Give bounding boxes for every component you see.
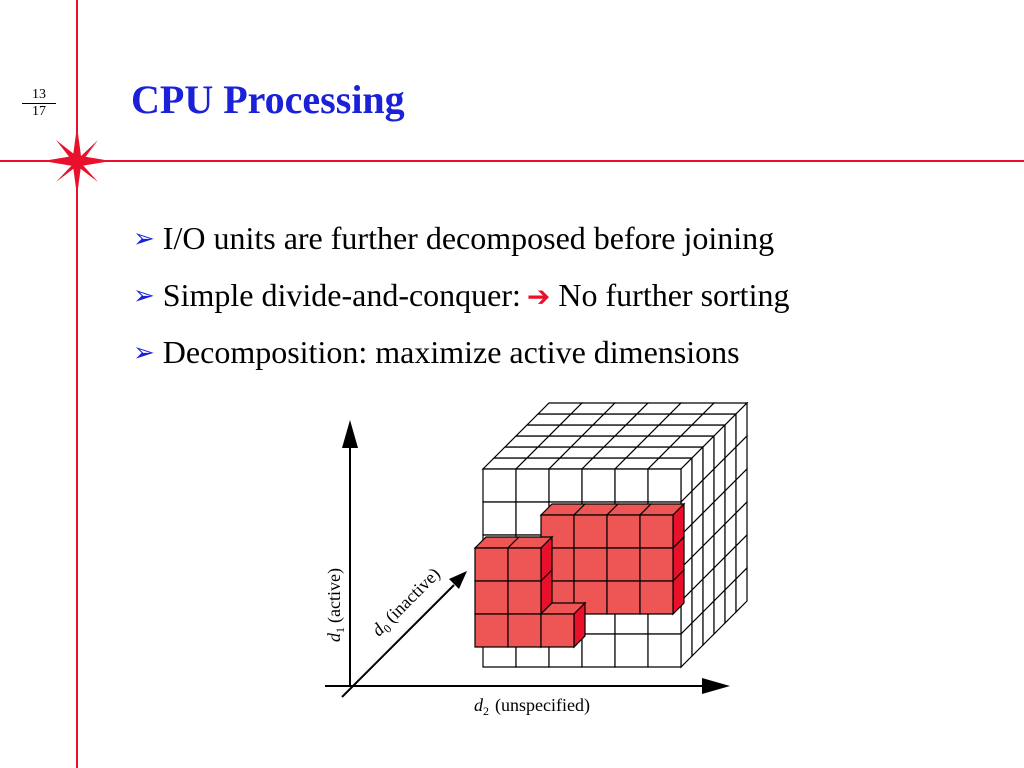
svg-text:d0(inactive): d0(inactive) xyxy=(368,564,446,642)
arrow-bullet-icon: ➢ xyxy=(133,281,155,311)
active-block-region xyxy=(473,502,686,649)
bullet-item: ➢ I/O units are further decomposed before… xyxy=(133,214,789,271)
bullet-text: Simple divide-and-conquer: xyxy=(162,277,521,313)
active-cell xyxy=(474,613,509,648)
grid-cell xyxy=(482,501,517,536)
d0-label: d0(inactive) xyxy=(368,564,446,642)
d1-arrowhead xyxy=(342,420,358,448)
horizontal-red-rule xyxy=(0,160,1024,162)
bullet-item: ➢ Simple divide-and-conquer: ➔ No further s… xyxy=(133,271,789,328)
grid-cell xyxy=(548,468,583,503)
active-cell xyxy=(639,547,674,582)
vertical-red-rule xyxy=(76,0,78,768)
d2-arrowhead xyxy=(702,678,730,694)
cube-top-face xyxy=(481,402,749,470)
active-cell xyxy=(639,580,674,615)
arrow-bullet-icon: ➢ xyxy=(133,224,155,254)
d1-label: d1(active) xyxy=(324,568,347,642)
active-cell xyxy=(507,580,542,615)
grid-cell xyxy=(482,468,517,503)
right-arrow-icon: ➔ xyxy=(526,280,551,313)
d0-arrowhead xyxy=(449,571,467,589)
active-cell xyxy=(606,514,641,549)
d0-axis xyxy=(341,584,455,698)
grid-cell xyxy=(614,633,649,668)
active-cell xyxy=(639,514,674,549)
arrow-bullet-icon: ➢ xyxy=(133,338,155,368)
grid-cell xyxy=(647,468,682,503)
active-cell xyxy=(474,580,509,615)
bullet-text: I/O units are further decomposed before … xyxy=(162,220,775,256)
active-cell xyxy=(606,547,641,582)
active-cell xyxy=(606,580,641,615)
page-number: 13 17 xyxy=(22,88,56,119)
grid-cell xyxy=(735,566,748,614)
active-cell xyxy=(573,547,608,582)
page-total: 17 xyxy=(32,104,46,119)
bullet-item: ➢ Decomposition: maximize active dimensio… xyxy=(133,328,789,385)
page-current: 13 xyxy=(22,88,56,104)
d2-label: d2 (unspecified) xyxy=(474,695,590,718)
active-cell xyxy=(507,547,542,582)
red-star-icon xyxy=(43,126,111,196)
grid-cell xyxy=(581,633,616,668)
grid-cell xyxy=(647,633,682,668)
active-cell xyxy=(573,514,608,549)
active-cell xyxy=(507,613,542,648)
slide-title: CPU Processing xyxy=(131,77,405,122)
grid-cell xyxy=(515,468,550,503)
active-cell xyxy=(474,547,509,582)
bullet-tail-text: No further sorting xyxy=(558,277,790,313)
cube-side-face xyxy=(680,401,748,669)
grid-cell xyxy=(581,468,616,503)
bullet-text: Decomposition: maximize active dimension… xyxy=(162,334,740,370)
cube-diagram: d1(active) d0(inactive) d2 (unspecified) xyxy=(324,401,749,718)
bullet-list: ➢ I/O units are further decomposed before… xyxy=(133,214,789,385)
active-cell xyxy=(540,613,575,648)
grid-cell xyxy=(614,468,649,503)
svg-text:d1(active): d1(active) xyxy=(324,568,347,642)
